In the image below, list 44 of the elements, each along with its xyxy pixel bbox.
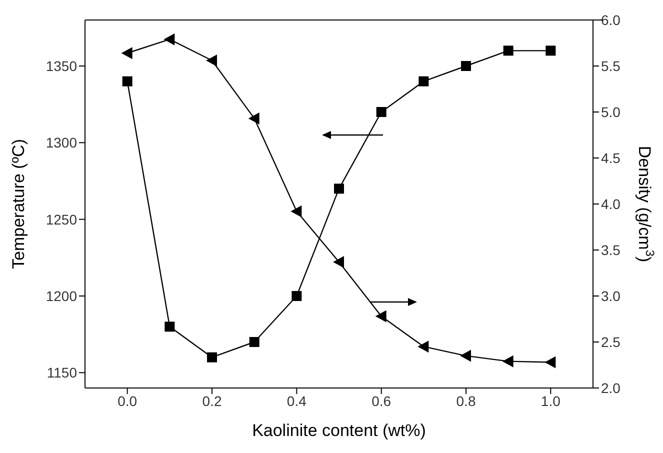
y-tick-label: 1350 — [46, 58, 78, 74]
y-tick-label: 1150 — [46, 364, 78, 381]
point — [207, 352, 217, 362]
point — [503, 46, 514, 56]
y2-tick-label: 2.5 — [601, 334, 621, 350]
y-tick-label: 1300 — [46, 134, 78, 151]
point — [290, 205, 302, 218]
point — [418, 76, 429, 86]
x-tick-label: 1.0 — [540, 392, 561, 409]
point — [333, 256, 344, 268]
y-axis-title: Temperature (ºC) — [9, 139, 28, 269]
point — [546, 46, 556, 56]
y2-tick-label: 4.0 — [601, 196, 621, 212]
point — [121, 47, 132, 60]
y2-tick-label: 3.5 — [601, 242, 621, 258]
x-axis-title: Kaolinite content (wt%) — [252, 421, 426, 440]
y2-tick-label: 5.5 — [601, 58, 621, 74]
point — [292, 291, 302, 301]
y2-tick-label: 3.0 — [601, 288, 621, 304]
point — [248, 112, 260, 124]
point — [164, 322, 175, 332]
point — [502, 355, 514, 368]
x-tick-label: 0.0 — [118, 392, 138, 409]
point — [418, 340, 429, 353]
point — [122, 76, 132, 86]
y2-tick-label: 6.0 — [601, 12, 621, 28]
y2-tick-label: 2.0 — [601, 380, 621, 396]
y-tick-label: 1250 — [46, 211, 78, 228]
x-tick-label: 0.6 — [372, 392, 392, 409]
x-tick-label: 0.2 — [202, 392, 222, 409]
point — [376, 107, 386, 117]
y2-tick-label: 5.0 — [601, 104, 621, 120]
y-tick-label: 1200 — [46, 288, 78, 304]
point — [334, 184, 344, 194]
point — [206, 54, 217, 66]
point — [460, 350, 471, 362]
point — [164, 33, 175, 46]
point — [249, 337, 260, 347]
x-tick-label: 0.4 — [286, 392, 307, 409]
point — [461, 61, 471, 71]
point — [544, 356, 556, 368]
x-tick-label: 0.8 — [456, 392, 476, 409]
y2-tick-label: 4.5 — [601, 150, 621, 166]
point — [375, 310, 386, 322]
